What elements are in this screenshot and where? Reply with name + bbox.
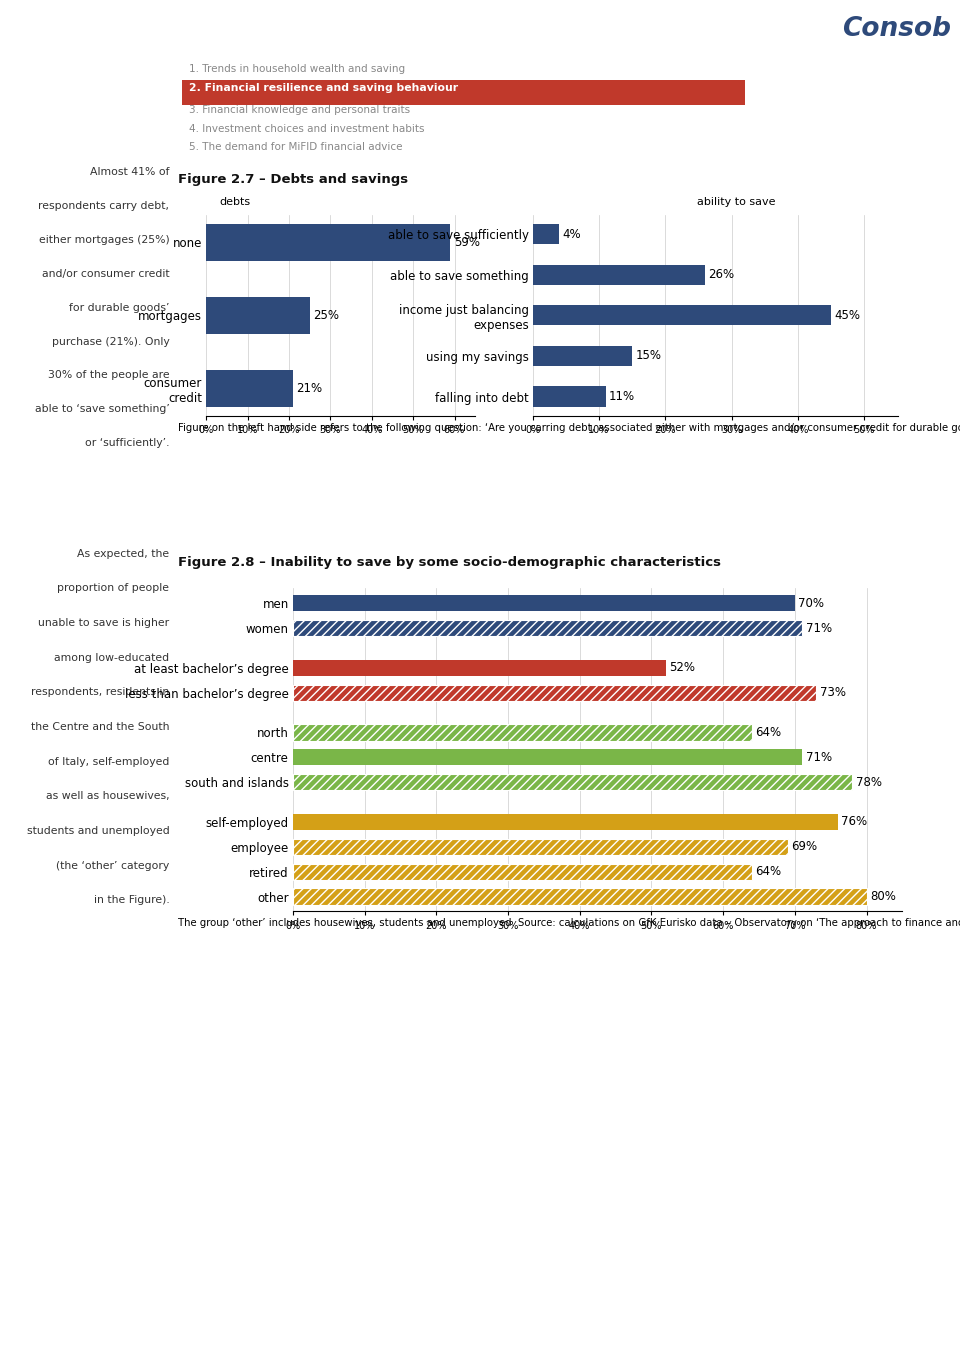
Text: Figure on the left hand side refers to the following question: ‘Are you carring : Figure on the left hand side refers to t…: [178, 422, 960, 433]
Text: (the ‘other’ category: (the ‘other’ category: [57, 861, 169, 870]
Text: 80%: 80%: [870, 889, 896, 903]
Text: Almost 41% of: Almost 41% of: [90, 167, 169, 178]
Text: respondents carry debt,: respondents carry debt,: [38, 201, 169, 210]
Text: 73%: 73%: [820, 686, 846, 699]
Text: 3. Financial knowledge and personal traits: 3. Financial knowledge and personal trai…: [189, 106, 411, 115]
Bar: [533, 346, 633, 367]
Bar: [293, 660, 665, 676]
Text: 21%: 21%: [297, 382, 323, 395]
Bar: [206, 371, 293, 406]
Text: ability to save: ability to save: [697, 197, 776, 206]
Text: 2. Financial resilience and saving behaviour: 2. Financial resilience and saving behav…: [189, 83, 459, 94]
Text: debts: debts: [220, 197, 251, 206]
Bar: [293, 595, 795, 611]
Bar: [293, 750, 802, 766]
Bar: [533, 387, 606, 406]
Text: in the Figure).: in the Figure).: [94, 895, 169, 906]
Text: either mortgages (25%): either mortgages (25%): [38, 235, 169, 244]
Text: proportion of people: proportion of people: [58, 584, 169, 593]
Bar: [293, 864, 752, 880]
Bar: [293, 774, 852, 790]
Text: respondents, residents in: respondents, residents in: [31, 687, 169, 697]
Bar: [293, 839, 787, 856]
Text: 52%: 52%: [669, 661, 695, 675]
Bar: [206, 224, 450, 261]
Text: 59%: 59%: [454, 236, 480, 249]
Text: of Italy, self-employed: of Italy, self-employed: [48, 756, 169, 766]
Text: Figure 2.7 – Debts and savings: Figure 2.7 – Debts and savings: [178, 172, 408, 186]
Text: as well as housewives,: as well as housewives,: [46, 792, 169, 801]
Bar: [533, 306, 831, 326]
Text: 26%: 26%: [708, 269, 734, 281]
Text: 4%: 4%: [563, 228, 581, 240]
Bar: [293, 813, 838, 830]
Text: for durable goods’: for durable goods’: [69, 303, 169, 312]
Text: 25%: 25%: [313, 308, 339, 322]
Text: 64%: 64%: [756, 865, 781, 879]
Text: 14: 14: [20, 20, 45, 38]
Bar: [293, 621, 802, 636]
Bar: [181, 80, 745, 105]
Text: As expected, the: As expected, the: [78, 549, 169, 558]
Text: 71%: 71%: [805, 622, 831, 634]
Text: 45%: 45%: [834, 308, 860, 322]
Text: or ‘sufficiently’.: or ‘sufficiently’.: [84, 439, 169, 448]
Text: 69%: 69%: [791, 841, 817, 853]
Bar: [206, 297, 310, 334]
Text: 4. Investment choices and investment habits: 4. Investment choices and investment hab…: [189, 125, 425, 134]
Text: unable to save is higher: unable to save is higher: [38, 618, 169, 627]
Text: able to ‘save something’: able to ‘save something’: [35, 405, 169, 414]
Text: Consob: Consob: [842, 16, 951, 42]
Bar: [533, 265, 706, 285]
Text: 70%: 70%: [799, 596, 825, 610]
Text: purchase (21%). Only: purchase (21%). Only: [52, 337, 169, 346]
Text: 5. The demand for MiFID financial advice: 5. The demand for MiFID financial advice: [189, 143, 403, 152]
Text: 71%: 71%: [805, 751, 831, 763]
Text: 64%: 64%: [756, 727, 781, 739]
Bar: [293, 888, 867, 904]
Bar: [533, 224, 560, 244]
Text: 15%: 15%: [636, 349, 661, 363]
Text: 1. Trends in household wealth and saving: 1. Trends in household wealth and saving: [189, 64, 405, 75]
Text: among low-educated: among low-educated: [55, 653, 169, 663]
Text: 11%: 11%: [609, 390, 636, 403]
Text: 76%: 76%: [841, 816, 868, 828]
Text: The group ‘other’ includes housewives, students and unemployed. Source: calculat: The group ‘other’ includes housewives, s…: [178, 918, 960, 929]
Text: 78%: 78%: [855, 775, 882, 789]
Bar: [293, 684, 816, 701]
Text: and/or consumer credit: and/or consumer credit: [42, 269, 169, 278]
Text: students and unemployed: students and unemployed: [27, 826, 169, 837]
Bar: [293, 724, 752, 740]
Text: Figure 2.8 – Inability to save by some socio-demographic characteristics: Figure 2.8 – Inability to save by some s…: [178, 555, 721, 569]
Text: the Centre and the South: the Centre and the South: [31, 722, 169, 732]
Text: 30% of the people are: 30% of the people are: [48, 371, 169, 380]
